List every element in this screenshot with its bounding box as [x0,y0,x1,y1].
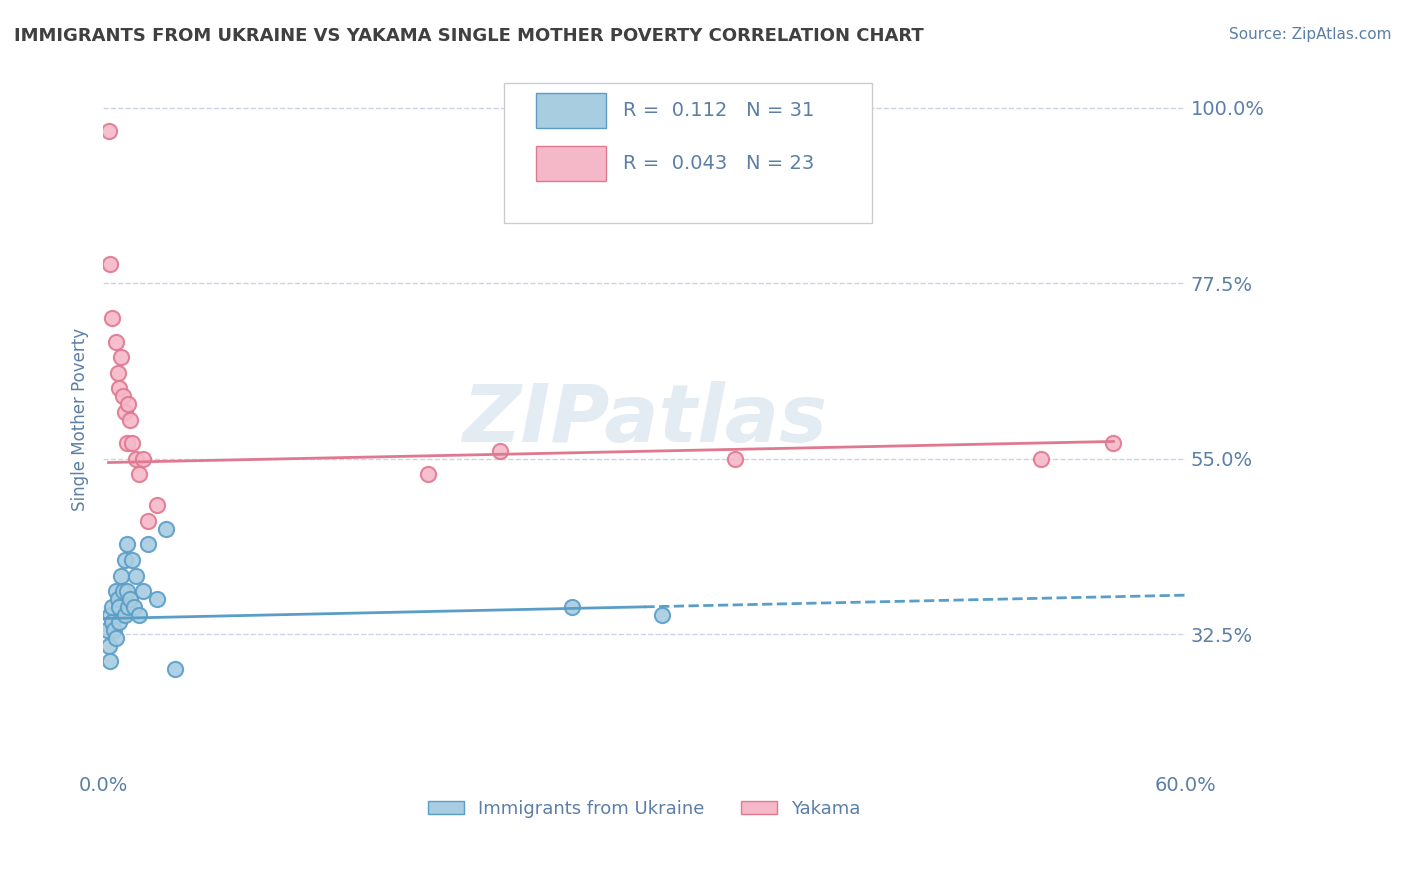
Bar [536,145,606,181]
Point [108,599,131,614]
Point [122,599,145,614]
Point [117,397,139,411]
Point [98,655,121,669]
Text: R =  0.043   N = 23: R = 0.043 N = 23 [623,153,814,173]
Point [114,553,136,567]
Point [104,631,127,645]
Point [132,584,155,599]
Point [111,389,134,403]
Point [136,537,159,551]
Point [114,405,136,419]
Point [114,607,136,622]
Point [96,624,118,638]
Text: R =  0.112   N = 31: R = 0.112 N = 31 [623,101,814,120]
Bar [536,93,606,128]
Point [97,639,120,653]
Point [132,451,155,466]
Point [1031,451,1053,466]
Point [103,624,125,638]
Point [120,412,142,426]
Point [115,436,138,450]
Point [107,366,129,380]
Text: ZIPatlas: ZIPatlas [461,381,827,458]
Point [124,451,146,466]
Point [155,522,177,536]
Point [120,592,142,607]
Point [98,256,121,270]
Point [108,615,131,630]
Point [117,599,139,614]
FancyBboxPatch shape [503,83,872,223]
Point [489,443,512,458]
Point [107,592,129,607]
Point [97,124,120,138]
Point [101,615,124,630]
Point [121,436,143,450]
Point [111,584,134,599]
Point [1102,436,1125,450]
Point [723,451,745,466]
Point [101,599,124,614]
Y-axis label: Single Mother Poverty: Single Mother Poverty [72,328,89,511]
Point [110,568,132,582]
Point [146,499,169,513]
Point [128,467,150,482]
Point [651,607,673,622]
Point [561,599,583,614]
Point [416,467,439,482]
Point [124,568,146,582]
Point [165,662,187,676]
Legend: Immigrants from Ukraine, Yakama: Immigrants from Ukraine, Yakama [420,792,868,825]
Point [121,553,143,567]
Point [128,607,150,622]
Point [98,607,121,622]
Point [104,334,127,349]
Point [110,350,132,364]
Text: IMMIGRANTS FROM UKRAINE VS YAKAMA SINGLE MOTHER POVERTY CORRELATION CHART: IMMIGRANTS FROM UKRAINE VS YAKAMA SINGLE… [14,27,924,45]
Point [115,537,138,551]
Point [101,311,124,326]
Point [136,514,159,528]
Point [104,584,127,599]
Text: Source: ZipAtlas.com: Source: ZipAtlas.com [1229,27,1392,42]
Point [108,381,131,395]
Point [146,592,169,607]
Point [115,584,138,599]
